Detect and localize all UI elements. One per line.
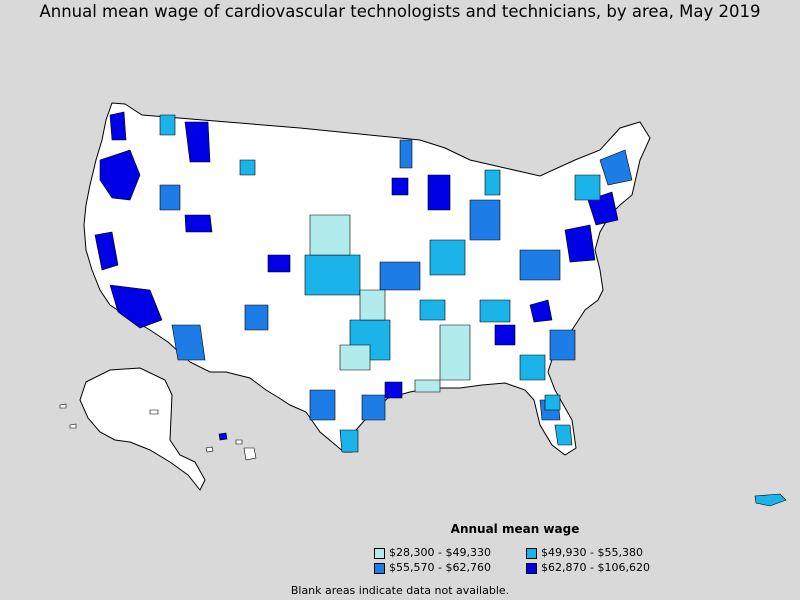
- legend-swatch-tier-4: [526, 562, 537, 574]
- alaska-shape: [79, 367, 206, 491]
- legend-swatch-tier-3: [374, 562, 385, 574]
- legend-label-tier-4: $62,870 - $106,620: [541, 561, 650, 574]
- legend-item-tier-1: $28,300 - $49,330: [374, 547, 491, 559]
- legend-item-tier-2: $49,930 - $55,380: [526, 547, 643, 559]
- legend-swatch-tier-2: [526, 547, 537, 559]
- legend-item-tier-4: $62,870 - $106,620: [526, 562, 650, 574]
- legend-swatch-tier-1: [374, 547, 385, 559]
- puerto-rico-shape: [754, 493, 787, 507]
- alaska-islands: [59, 403, 159, 429]
- legend-title: Annual mean wage: [450, 522, 580, 536]
- wage-areas: [94, 111, 633, 453]
- map-title: Annual mean wage of cardiovascular techn…: [39, 2, 761, 21]
- legend-label-tier-1: $28,300 - $49,330: [389, 546, 491, 559]
- hawaii-islands: [205, 432, 257, 461]
- legend-item-tier-3: $55,570 - $62,760: [374, 562, 491, 574]
- footnote: Blank areas indicate data not available.: [290, 584, 510, 597]
- legend-label-tier-3: $55,570 - $62,760: [389, 561, 491, 574]
- legend-label-tier-2: $49,930 - $55,380: [541, 546, 643, 559]
